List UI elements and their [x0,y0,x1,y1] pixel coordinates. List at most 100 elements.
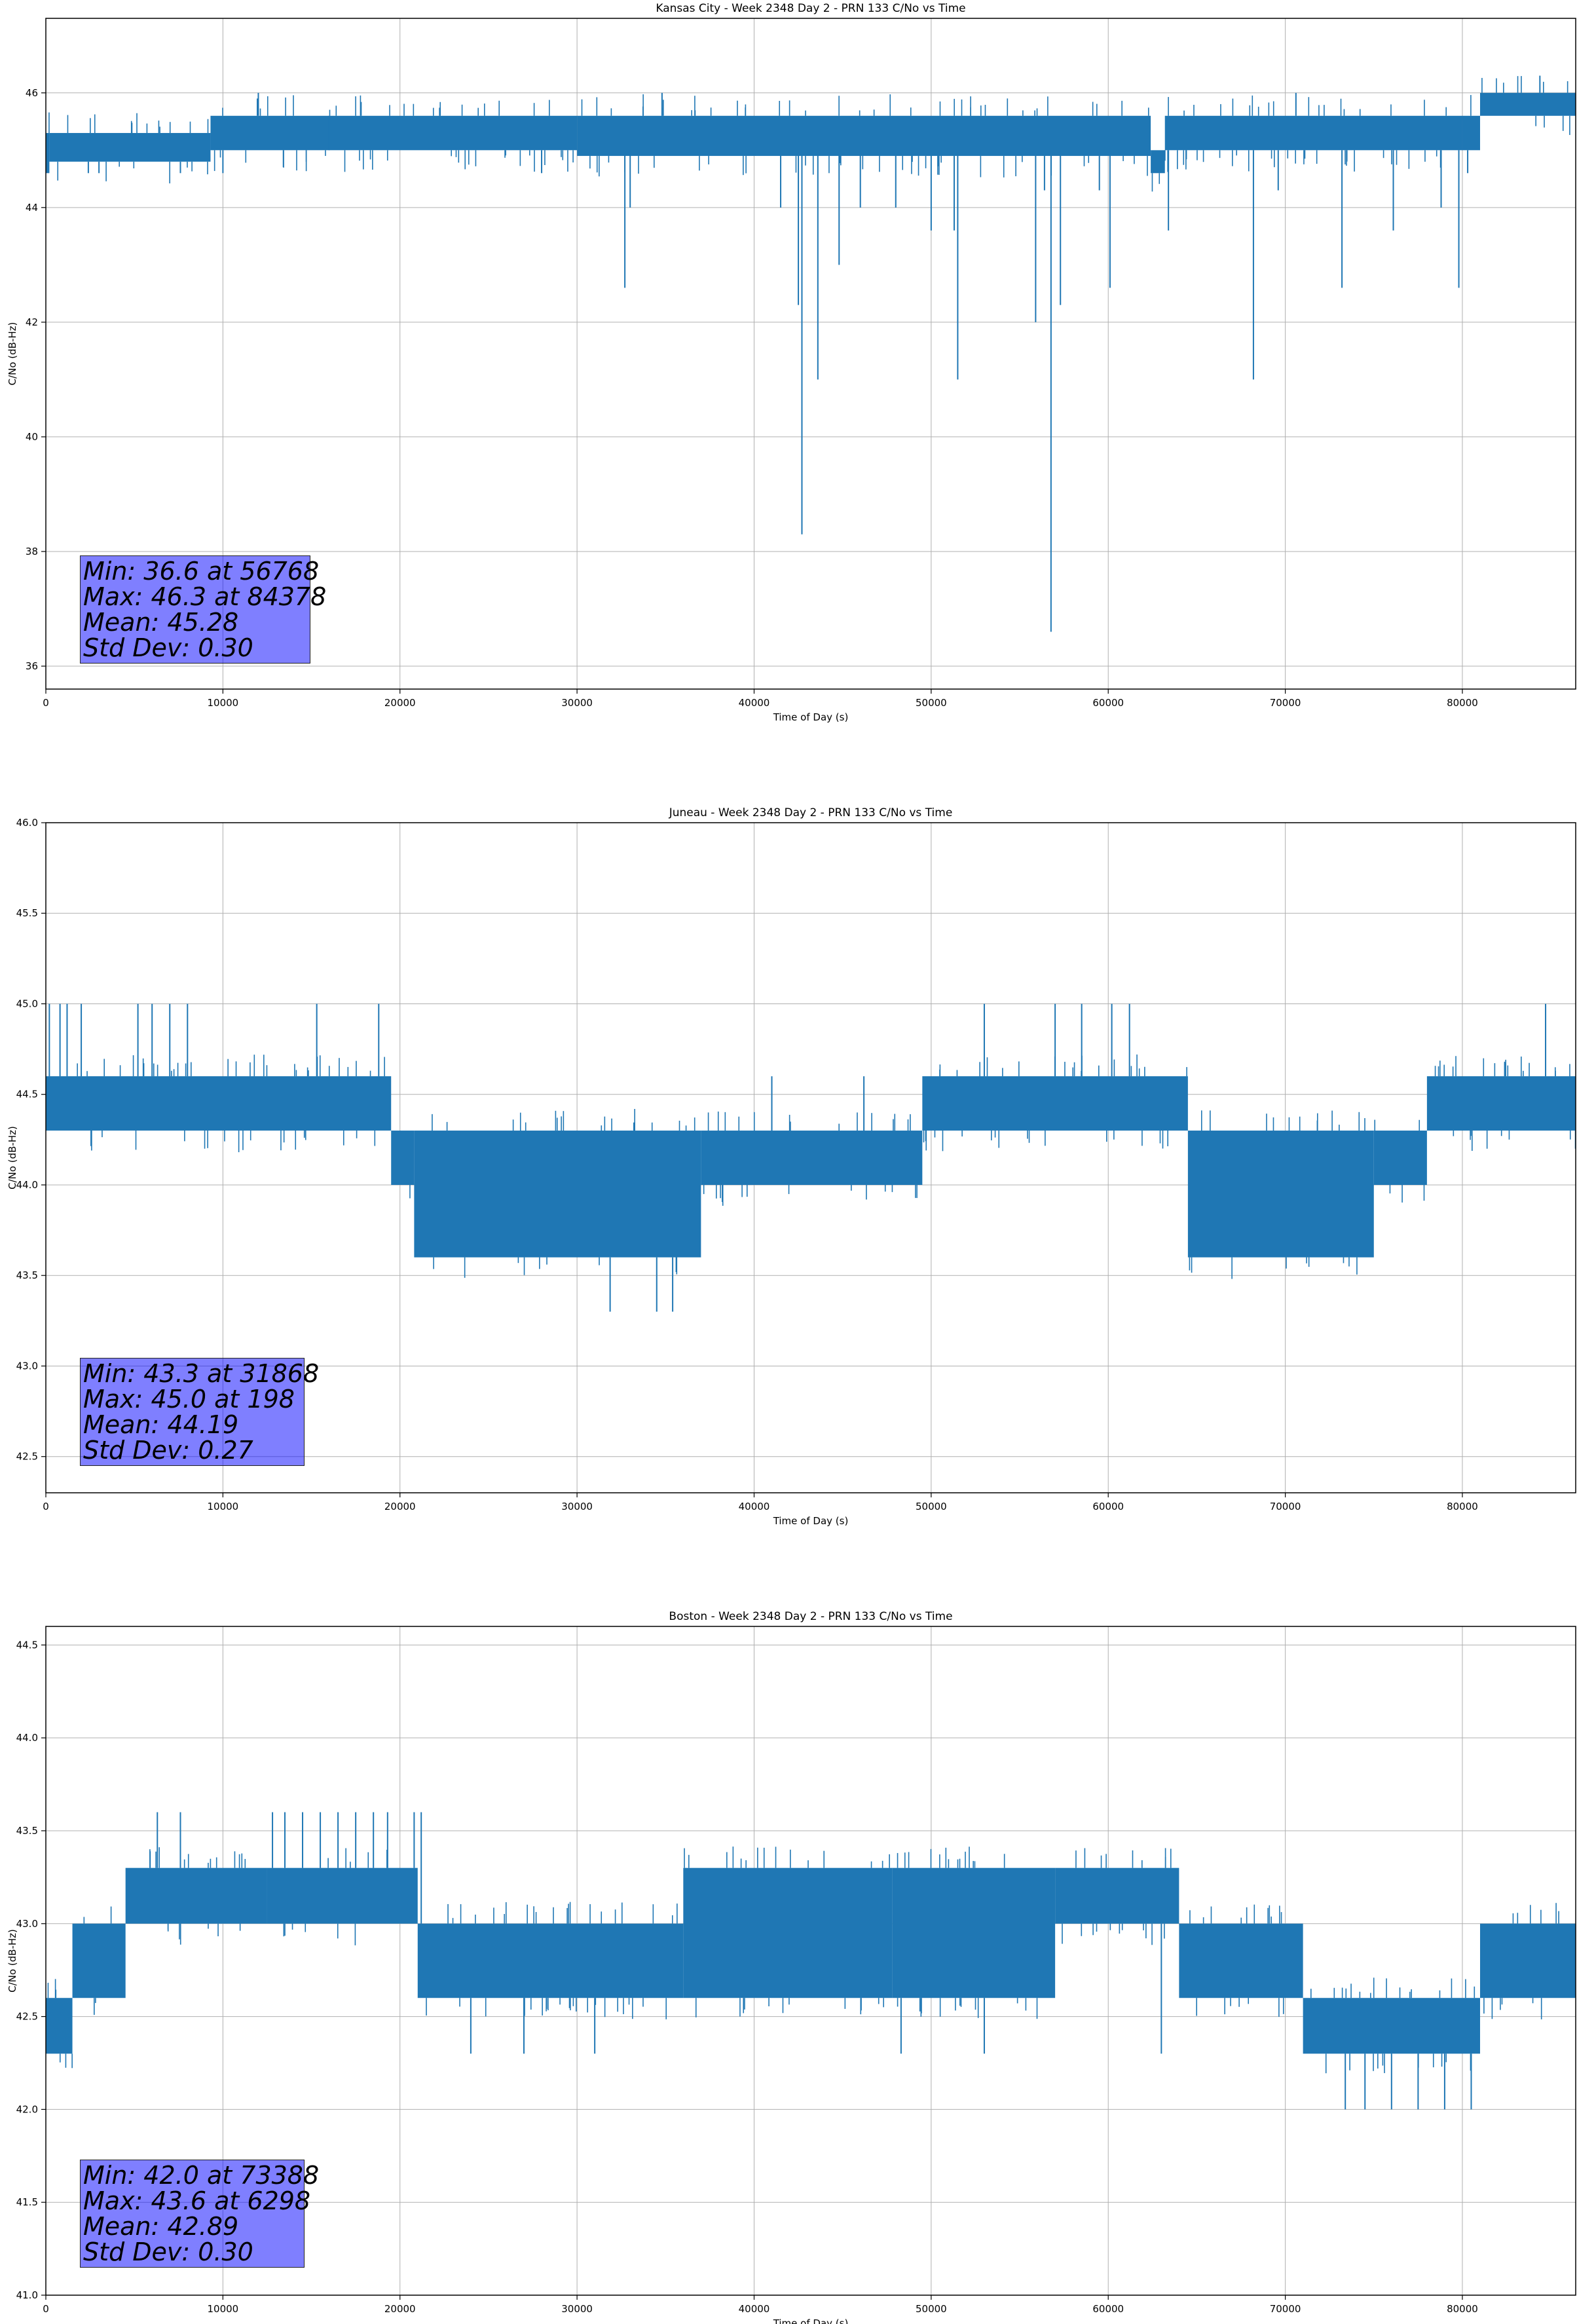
stats-max: Max: 45.0 at 198 [83,1385,295,1414]
x-tick-label: 0 [43,1501,49,1512]
series-band [49,133,211,162]
y-axis-label: C/No (dB-Hz) [7,1929,18,1993]
series-band [46,133,50,174]
y-tick-label: 42.5 [16,2011,38,2023]
series-band [210,115,578,151]
x-tick-label: 50000 [916,697,947,709]
x-tick-label: 50000 [916,1501,947,1512]
x-tick-label: 60000 [1092,1501,1124,1512]
stats-min: Min: 43.3 at 31868 [83,1359,320,1388]
y-tick-label: 45.5 [16,907,38,919]
series-band [922,1076,1188,1131]
chart-title-boston: Boston - Week 2348 Day 2 - PRN 133 C/No … [669,1610,952,1623]
stats-box-boston: Min: 42.0 at 73388 Max: 43.6 at 6298 Mea… [80,2160,320,2268]
y-tick-label: 42.5 [16,1451,38,1463]
y-tick-label: 44 [26,202,38,214]
series-band [701,1131,923,1185]
chart-title-juneau: Juneau - Week 2348 Day 2 - PRN 133 C/No … [669,806,953,819]
x-tick-label: 80000 [1447,697,1478,709]
series-band [72,1923,126,1998]
y-tick-label: 44.5 [16,1089,38,1100]
y-tick-label: 41.0 [16,2289,38,2301]
x-axis-label: Time of Day (s) [773,2317,849,2324]
x-tick-label: 10000 [208,1501,239,1512]
series-band [414,1131,701,1258]
series-band [46,1998,73,2054]
plot-frame [45,18,1576,690]
series-band [391,1131,415,1185]
y-tick-label: 38 [26,546,38,557]
x-tick-label: 60000 [1092,697,1124,709]
y-tick-label: 43.5 [16,1825,38,1837]
y-tick-label: 41.5 [16,2196,38,2208]
x-tick-label: 80000 [1447,2303,1478,2315]
y-tick-label: 44.5 [16,1639,38,1651]
x-tick-label: 60000 [1092,2303,1124,2315]
plot-frame [45,1626,1576,2296]
y-tick-label: 46 [26,87,38,99]
x-tick-label: 70000 [1270,697,1301,709]
chart-title-kansas-city: Kansas City - Week 2348 Day 2 - PRN 133 … [656,2,965,15]
series-band [125,1867,267,1924]
stats-min: Min: 42.0 at 73388 [83,2161,320,2190]
stats-max: Max: 43.6 at 6298 [83,2186,311,2215]
x-tick-label: 40000 [739,2303,770,2315]
y-tick-label: 44.0 [16,1179,38,1191]
x-axis-label: Time of Day (s) [773,711,849,723]
y-tick-label: 40 [26,431,38,443]
series-band [577,115,1151,157]
series-band [1303,1998,1480,2054]
y-tick-label: 43.0 [16,1360,38,1372]
y-tick-label: 36 [26,660,38,672]
x-tick-label: 40000 [739,1501,770,1512]
y-tick-label: 42 [26,316,38,328]
y-tick-label: 43.0 [16,1918,38,1930]
series-band [1462,115,1480,151]
x-tick-label: 80000 [1447,1501,1478,1512]
stats-std: Std Dev: 0.30 [83,2238,253,2266]
series-band [1480,92,1576,116]
series-band [267,1867,418,1924]
y-tick-label: 44.0 [16,1732,38,1744]
x-tick-label: 10000 [208,697,239,709]
stats-min: Min: 36.6 at 56768 [83,557,320,586]
y-axis-label: C/No (dB-Hz) [7,322,18,386]
stats-mean: Mean: 45.28 [83,608,239,637]
x-tick-label: 20000 [384,1501,416,1512]
y-tick-label: 43.5 [16,1269,38,1281]
x-axis-label: Time of Day (s) [773,1515,849,1527]
plot-frame [45,822,1576,1493]
x-tick-label: 20000 [384,2303,416,2315]
x-tick-label: 30000 [561,1501,593,1512]
series-band [1426,1076,1576,1131]
x-tick-label: 30000 [561,2303,593,2315]
x-tick-label: 70000 [1270,1501,1301,1512]
series-band [892,1867,1056,1998]
series-band [1164,115,1462,151]
series-band [1187,1131,1374,1258]
series-band [417,1923,684,1998]
x-tick-label: 30000 [561,697,593,709]
y-axis-label: C/No (dB-Hz) [7,1126,18,1190]
x-tick-label: 0 [43,2303,49,2315]
stats-mean: Mean: 42.89 [83,2212,239,2241]
x-tick-label: 10000 [208,2303,239,2315]
stats-max: Max: 46.3 at 84378 [83,582,327,611]
series-band [1055,1867,1179,1924]
x-tick-label: 50000 [916,2303,947,2315]
series-band [46,1076,392,1131]
y-tick-label: 45.0 [16,998,38,1009]
y-tick-label: 42.0 [16,2103,38,2115]
series-band [683,1867,893,1998]
x-tick-label: 70000 [1270,2303,1301,2315]
y-tick-label: 46.0 [16,817,38,829]
series-band [1480,1923,1576,1998]
stats-std: Std Dev: 0.30 [83,633,253,662]
x-tick-label: 0 [43,697,49,709]
x-tick-label: 40000 [739,697,770,709]
stats-box-kansas-city: Min: 36.6 at 56768 Max: 46.3 at 84378 Me… [80,555,327,664]
stats-box-juneau: Min: 43.3 at 31868 Max: 45.0 at 198 Mean… [80,1358,320,1466]
series-band [1151,150,1165,174]
stats-mean: Mean: 44.19 [83,1410,239,1439]
